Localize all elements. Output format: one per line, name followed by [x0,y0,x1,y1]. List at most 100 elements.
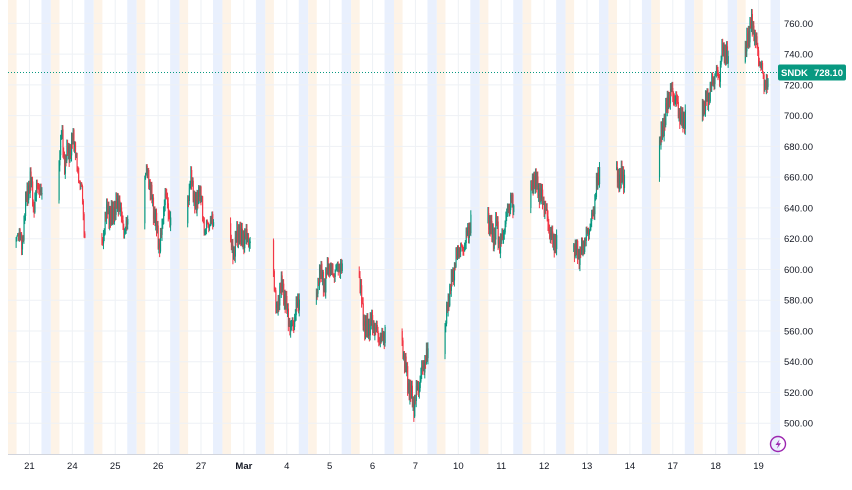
candle-body[interactable] [553,239,555,253]
candle-body[interactable] [722,43,724,51]
candle-body[interactable] [493,233,495,249]
candle-body[interactable] [449,285,451,306]
candle-body[interactable] [126,220,128,225]
candle-body[interactable] [247,237,249,239]
candle-body[interactable] [294,319,296,327]
candle-body[interactable] [233,252,235,260]
candle-body[interactable] [28,184,30,200]
candle-body[interactable] [670,88,672,92]
candle-body[interactable] [669,97,671,104]
candle-body[interactable] [553,239,555,245]
candle-body[interactable] [766,74,768,88]
candle-body[interactable] [149,181,151,195]
candle-body[interactable] [585,238,587,241]
candle-body[interactable] [296,302,298,306]
candle-body[interactable] [157,225,159,248]
candle-body[interactable] [196,192,198,211]
candle-body[interactable] [573,245,575,247]
candle-body[interactable] [156,225,158,231]
candle-body[interactable] [407,366,409,390]
candle-body[interactable] [361,285,363,304]
candle-body[interactable] [202,196,204,217]
candle-body[interactable] [15,237,17,242]
candle-body[interactable] [164,205,166,212]
candle-body[interactable] [105,217,107,219]
candle-body[interactable] [677,100,679,103]
candle-body[interactable] [64,158,66,174]
candle-body[interactable] [624,174,626,188]
candle-body[interactable] [150,184,152,195]
candle-body[interactable] [595,196,597,199]
candle-body[interactable] [205,228,207,230]
candle-body[interactable] [206,220,208,224]
candle-body[interactable] [425,361,427,364]
candle-body[interactable] [402,340,404,358]
candle-body[interactable] [66,142,68,161]
candle-body[interactable] [288,308,290,326]
candle-body[interactable] [546,209,548,211]
candle-body[interactable] [162,223,164,225]
candle-body[interactable] [188,187,190,201]
candle-body[interactable] [745,46,747,52]
candle-body[interactable] [114,206,116,215]
candle-body[interactable] [594,198,596,215]
candle-body[interactable] [286,296,288,312]
candle-body[interactable] [415,385,417,402]
candle-body[interactable] [760,64,762,66]
candle-body[interactable] [153,210,155,219]
candle-body[interactable] [37,188,39,190]
candle-body[interactable] [318,281,320,285]
candle-body[interactable] [380,335,382,344]
candle-body[interactable] [554,239,556,253]
candle-body[interactable] [537,176,539,197]
candle-body[interactable] [249,241,251,244]
candle-body[interactable] [159,243,161,252]
candle-body[interactable] [546,209,548,217]
candle-body[interactable] [676,97,678,101]
candle-body[interactable] [581,237,583,251]
candle-body[interactable] [755,34,757,43]
candle-body[interactable] [499,241,501,254]
candle-body[interactable] [146,165,148,174]
candle-body[interactable] [74,142,76,148]
candle-body[interactable] [586,228,588,233]
candle-body[interactable] [165,193,167,195]
candle-body[interactable] [249,243,251,247]
candle-body[interactable] [706,88,708,102]
candle-body[interactable] [715,73,717,76]
candle-body[interactable] [298,299,300,311]
candle-body[interactable] [509,206,511,211]
candle-body[interactable] [80,183,82,185]
candle-body[interactable] [684,117,686,129]
candle-body[interactable] [36,185,38,196]
candle-body[interactable] [724,49,726,62]
candle-body[interactable] [316,292,318,294]
candle-body[interactable] [278,298,280,306]
candle-body[interactable] [720,64,722,82]
candle-body[interactable] [291,323,293,326]
candle-body[interactable] [578,249,580,260]
candle-body[interactable] [458,248,460,257]
candle-body[interactable] [325,268,327,293]
candle-body[interactable] [365,321,367,332]
candle-body[interactable] [536,176,538,187]
candle-body[interactable] [510,194,512,211]
candle-body[interactable] [245,233,247,240]
candle-body[interactable] [369,317,371,336]
candle-body[interactable] [283,283,285,305]
candle-body[interactable] [411,385,413,396]
candle-body[interactable] [447,295,449,311]
candle-body[interactable] [533,175,535,190]
candle-body[interactable] [454,262,456,267]
candle-body[interactable] [363,320,365,326]
candle-body[interactable] [109,212,111,225]
candle-body[interactable] [574,241,576,257]
candle-body[interactable] [199,186,201,198]
candle-body[interactable] [235,237,237,242]
candle-body[interactable] [415,400,417,402]
candle-body[interactable] [670,88,672,104]
candle-body[interactable] [373,325,375,336]
candle-body[interactable] [714,75,716,85]
candle-body[interactable] [118,198,120,211]
